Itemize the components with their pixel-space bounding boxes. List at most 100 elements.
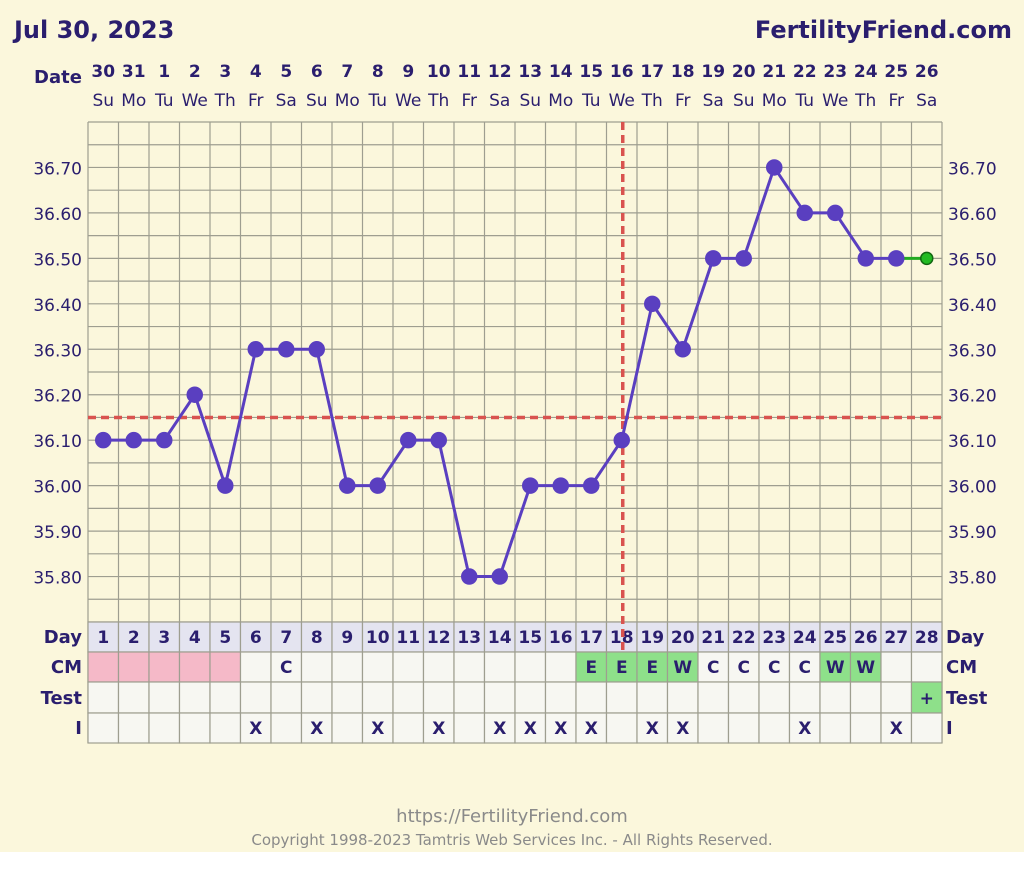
row-label-left: CM	[51, 657, 82, 678]
cycle-day-label: 26	[854, 628, 878, 648]
temperature-point	[705, 250, 722, 267]
date-label: 17	[640, 62, 664, 82]
weekday-label: We	[395, 91, 421, 111]
temperature-point	[95, 431, 112, 449]
row-label-right: Day	[946, 627, 985, 648]
cycle-day-label: 1	[97, 628, 109, 648]
row-cell	[910, 621, 943, 653]
row-cell	[300, 681, 333, 714]
row-cell	[209, 712, 242, 744]
cycle-day-label: 8	[311, 628, 323, 648]
row-cell	[239, 621, 272, 653]
weekday-label: Sa	[276, 91, 297, 111]
weekday-label: We	[822, 91, 848, 111]
weekday-label: Su	[92, 91, 114, 111]
date-label: 24	[854, 62, 878, 82]
cycle-day-label: 5	[219, 628, 231, 648]
date-label: 19	[701, 62, 725, 82]
row-cell	[239, 712, 272, 744]
row-cell	[331, 681, 364, 714]
row-label-right: I	[946, 718, 953, 739]
cycle-day-label: 10	[366, 628, 390, 648]
y-tick-label-right: 35.80	[948, 569, 997, 589]
date-label: 8	[372, 62, 384, 82]
row-cell	[666, 621, 699, 653]
row-cell	[910, 712, 943, 744]
y-tick-label-right: 35.90	[948, 523, 997, 543]
intercourse-mark: X	[493, 719, 506, 739]
temperature-point	[674, 341, 691, 358]
row-cell	[636, 712, 669, 744]
row-cell	[788, 651, 821, 683]
cycle-day-label: 14	[488, 628, 512, 648]
weekday-label: Mo	[335, 91, 360, 111]
cm-value: E	[616, 658, 628, 678]
cycle-day-label: 7	[280, 628, 292, 648]
cycle-day-label: 16	[549, 628, 573, 648]
row-cell	[270, 712, 303, 744]
row-cell	[788, 621, 821, 653]
y-tick-label-left: 36.60	[33, 205, 82, 225]
cm-value: C	[707, 658, 719, 678]
chart-date-title: Jul 30, 2023	[12, 16, 174, 44]
y-tick-label-left: 36.50	[33, 250, 82, 270]
date-label: 9	[402, 62, 414, 82]
cm-value: W	[826, 658, 845, 678]
date-label: 16	[610, 62, 634, 82]
temperature-point	[857, 250, 874, 267]
row-cell	[178, 712, 211, 744]
row-cell	[758, 681, 791, 714]
row-cell	[758, 712, 791, 744]
row-cell	[392, 681, 425, 714]
temperature-point	[583, 477, 600, 494]
cm-value: W	[856, 658, 875, 678]
row-cell	[514, 651, 547, 683]
row-cell	[605, 712, 638, 744]
temperature-point	[369, 477, 386, 494]
date-label: 6	[311, 62, 323, 82]
row-label-left: Test	[41, 688, 83, 709]
weekday-label: Tu	[581, 91, 601, 111]
intercourse-mark: X	[371, 719, 384, 739]
date-label: 23	[823, 62, 847, 82]
cycle-day-label: 17	[579, 628, 603, 648]
cycle-day-label: 28	[915, 628, 939, 648]
y-tick-label-right: 36.20	[948, 387, 997, 407]
temperature-point	[400, 431, 417, 449]
temperature-point	[217, 477, 234, 494]
row-cell	[300, 712, 333, 744]
date-label: 12	[488, 62, 512, 82]
cycle-day-label: 12	[427, 628, 451, 648]
row-cell	[453, 681, 486, 714]
cm-value: E	[585, 658, 597, 678]
date-label: 1	[158, 62, 170, 82]
cycle-day-label: 3	[158, 628, 170, 648]
cm-value: C	[738, 658, 750, 678]
row-cell	[209, 621, 242, 653]
row-cell	[575, 681, 608, 714]
date-label: 7	[341, 62, 353, 82]
row-cell	[392, 651, 425, 683]
temperature-point	[186, 386, 203, 403]
y-tick-label-left: 36.10	[33, 432, 82, 452]
row-cell	[819, 712, 852, 744]
row-cell	[727, 651, 760, 683]
date-label: 15	[579, 62, 603, 82]
row-cell	[544, 681, 577, 714]
weekday-label: Sa	[489, 91, 510, 111]
weekday-label: Fr	[888, 91, 904, 111]
temperature-point	[339, 477, 356, 494]
row-cell	[483, 651, 516, 683]
cycle-day-label: 22	[732, 628, 756, 648]
date-label: 18	[671, 62, 695, 82]
intercourse-mark: X	[249, 719, 262, 739]
footer-url: https://FertilityFriend.com	[396, 806, 628, 827]
cycle-day-label: 24	[793, 628, 817, 648]
row-cell	[666, 712, 699, 744]
row-cell	[727, 712, 760, 744]
row-cell	[514, 712, 547, 744]
y-tick-label-right: 36.50	[948, 250, 997, 270]
row-cell	[910, 681, 943, 714]
row-label-right: CM	[946, 657, 977, 678]
